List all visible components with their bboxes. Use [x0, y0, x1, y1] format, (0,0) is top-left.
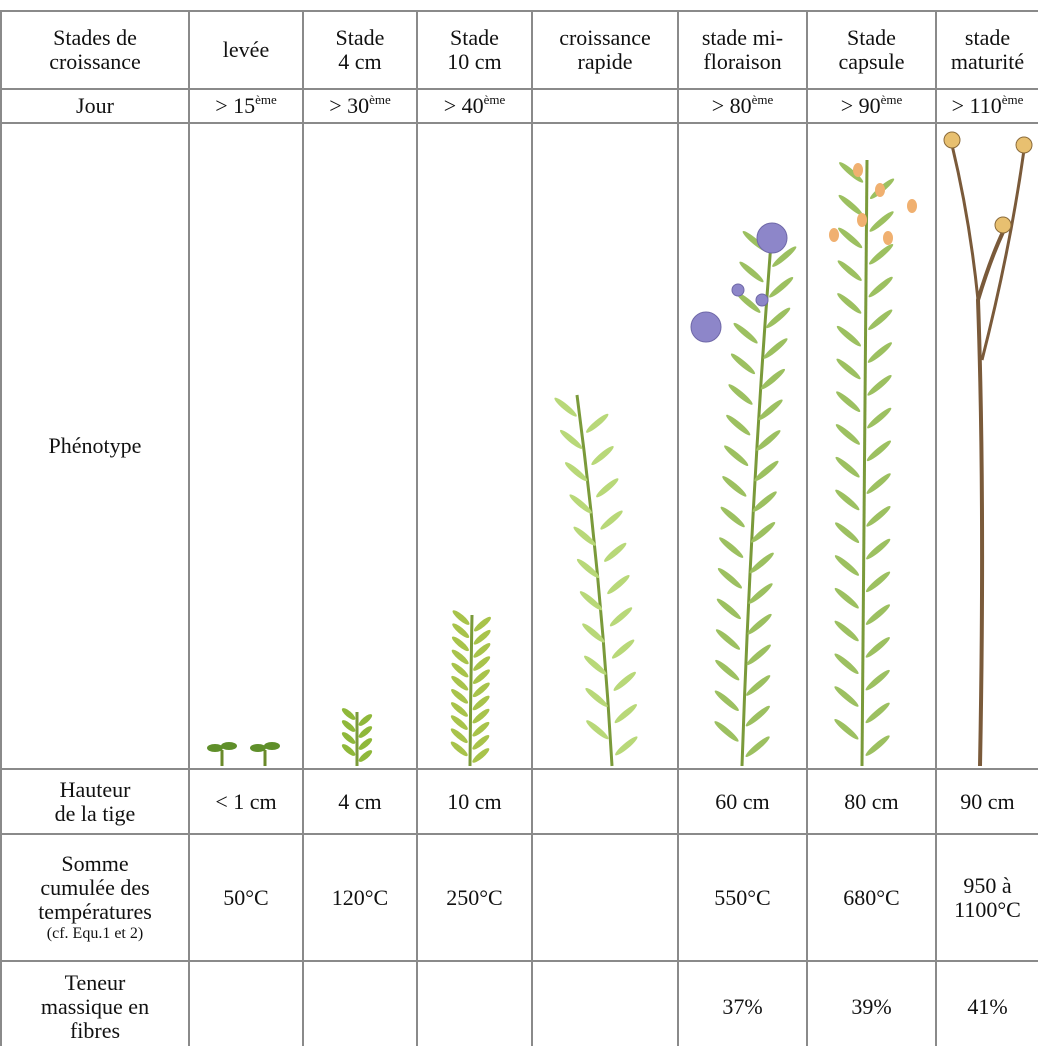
cell: 680°C [807, 834, 936, 961]
row-label: Phénotype [1, 123, 189, 769]
stage-header: stade maturité [936, 11, 1038, 89]
cell [807, 123, 936, 769]
cell [532, 961, 678, 1046]
cell [936, 123, 1038, 769]
cell [303, 961, 417, 1046]
cell [189, 123, 303, 769]
table-row: Teneur massique en fibres 37% 39% 41% [1, 961, 1038, 1046]
row-label-text: Teneur massique en fibres [41, 970, 149, 1043]
cell: > 40ème [417, 89, 532, 123]
row-label-text: Phénotype [49, 433, 142, 458]
cell-value: 50°C [223, 885, 268, 910]
cell: 37% [678, 961, 807, 1046]
cell: 90 cm [936, 769, 1038, 834]
cell-value: 550°C [714, 885, 770, 910]
cell-value: 41% [967, 994, 1007, 1019]
day-suffix: ème [1002, 92, 1024, 107]
cell-value: 10 cm [447, 789, 501, 814]
cell: > 110ème [936, 89, 1038, 123]
cell: > 90ème [807, 89, 936, 123]
cell: 950 à 1100°C [936, 834, 1038, 961]
cell: 4 cm [303, 769, 417, 834]
day-value: > 30 [329, 93, 369, 118]
stage-header: Stade 10 cm [417, 11, 532, 89]
cell-value: 60 cm [715, 789, 769, 814]
row-label-text: Hauteur de la tige [55, 777, 136, 826]
cell [417, 961, 532, 1046]
day-value: > 15 [215, 93, 255, 118]
table-row: Jour> 15ème> 30ème> 40ème> 80ème> 90ème>… [1, 89, 1038, 123]
stage-header: levée [189, 11, 303, 89]
stage-header: croissance rapide [532, 11, 678, 89]
row-label: Teneur massique en fibres [1, 961, 189, 1046]
cell-value: 250°C [446, 885, 502, 910]
cell: 39% [807, 961, 936, 1046]
day-value: > 110 [952, 93, 1002, 118]
row-note: (cf. Equ.1 et 2) [4, 924, 186, 944]
cell [678, 123, 807, 769]
cell: 41% [936, 961, 1038, 1046]
row-label: Jour [1, 89, 189, 123]
cell [532, 769, 678, 834]
cell: 80 cm [807, 769, 936, 834]
cell-value: 90 cm [960, 789, 1014, 814]
cell [532, 834, 678, 961]
cell-value: 4 cm [338, 789, 381, 814]
cell: > 30ème [303, 89, 417, 123]
page: Stades de croissancelevéeStade 4 cmStade… [0, 0, 1038, 1046]
cell [532, 89, 678, 123]
corner-header: Stades de croissance [1, 11, 189, 89]
cell: 10 cm [417, 769, 532, 834]
cell-value: 39% [851, 994, 891, 1019]
cell: 50°C [189, 834, 303, 961]
day-value: > 40 [444, 93, 484, 118]
row-label-text: Somme cumulée des températures [38, 851, 152, 924]
day-suffix: ème [255, 92, 277, 107]
day-suffix: ème [881, 92, 903, 107]
cell: 60 cm [678, 769, 807, 834]
day-suffix: ème [752, 92, 774, 107]
cell [532, 123, 678, 769]
cell: < 1 cm [189, 769, 303, 834]
stage-header: Stade 4 cm [303, 11, 417, 89]
row-label: Somme cumulée des températures(cf. Equ.1… [1, 834, 189, 961]
cell: 120°C [303, 834, 417, 961]
day-suffix: ème [484, 92, 506, 107]
cell: 250°C [417, 834, 532, 961]
stage-header: stade mi- floraison [678, 11, 807, 89]
cell-value: 120°C [332, 885, 388, 910]
day-value: > 80 [712, 93, 752, 118]
cell: > 15ème [189, 89, 303, 123]
cell-value: 680°C [843, 885, 899, 910]
stage-header: Stade capsule [807, 11, 936, 89]
day-suffix: ème [369, 92, 391, 107]
table-row: Hauteur de la tige < 1 cm 4 cm 10 cm 60 cm 80… [1, 769, 1038, 834]
cell [417, 123, 532, 769]
row-label: Hauteur de la tige [1, 769, 189, 834]
row-label-text: Jour [76, 93, 114, 118]
cell [189, 961, 303, 1046]
cell: > 80ème [678, 89, 807, 123]
cell-value: 950 à 1100°C [954, 873, 1021, 922]
cell [303, 123, 417, 769]
day-value: > 90 [841, 93, 881, 118]
cell-value: < 1 cm [215, 789, 276, 814]
table-row: Somme cumulée des températures(cf. Equ.1… [1, 834, 1038, 961]
cell: 550°C [678, 834, 807, 961]
table-row: Phénotype [1, 123, 1038, 769]
cell-value: 80 cm [844, 789, 898, 814]
cell-value: 37% [722, 994, 762, 1019]
